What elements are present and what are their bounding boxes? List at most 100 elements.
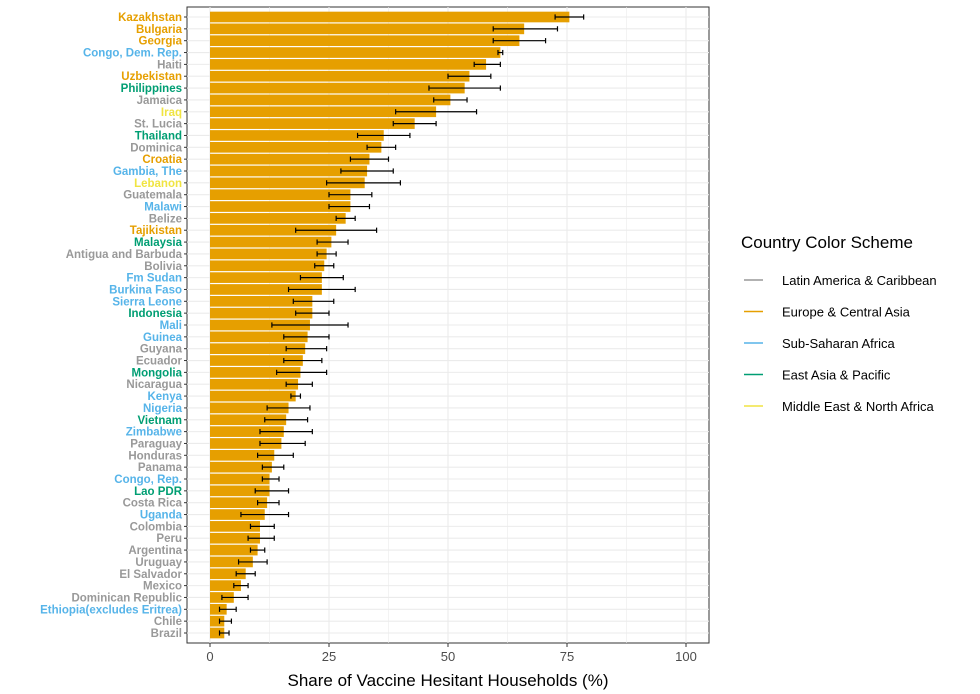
bar bbox=[210, 497, 268, 509]
country-label: Malaysia bbox=[134, 237, 183, 249]
bar bbox=[210, 177, 365, 189]
bar bbox=[210, 355, 303, 366]
country-label: Philippines bbox=[121, 83, 182, 95]
country-label: Thailand bbox=[135, 130, 182, 142]
bar bbox=[210, 461, 272, 473]
country-label: Guinea bbox=[143, 332, 183, 344]
bar bbox=[210, 568, 246, 580]
bar bbox=[210, 189, 351, 201]
bar bbox=[210, 319, 310, 331]
bar bbox=[210, 35, 520, 47]
country-label: Panama bbox=[138, 462, 183, 474]
country-label: Costa Rica bbox=[123, 498, 183, 510]
country-label: Fm Sudan bbox=[126, 273, 182, 285]
bar bbox=[210, 485, 270, 497]
country-label: Dominican Republic bbox=[71, 592, 182, 604]
country-label: Mongolia bbox=[132, 367, 183, 379]
bar bbox=[210, 331, 308, 343]
bar bbox=[210, 295, 313, 307]
bar bbox=[210, 580, 241, 591]
bar bbox=[210, 23, 525, 35]
bar bbox=[210, 213, 346, 224]
country-label: Bulgaria bbox=[136, 24, 183, 36]
country-label: Mexico bbox=[143, 581, 182, 593]
country-label: Honduras bbox=[128, 450, 182, 462]
bar bbox=[210, 236, 332, 248]
bar bbox=[210, 70, 470, 82]
x-tick-label: 0 bbox=[206, 649, 213, 664]
bar bbox=[210, 378, 299, 390]
country-label: Indonesia bbox=[128, 308, 182, 320]
country-label: Zimbabwe bbox=[126, 427, 182, 439]
country-label: Vietnam bbox=[137, 415, 182, 427]
bar bbox=[210, 402, 289, 414]
country-label: Sierra Leone bbox=[112, 296, 182, 308]
country-label: Argentina bbox=[128, 545, 182, 557]
bar bbox=[210, 438, 282, 449]
bar bbox=[210, 201, 351, 212]
x-tick-label: 50 bbox=[441, 649, 455, 664]
country-label: Lao PDR bbox=[134, 486, 183, 498]
country-label: Malawi bbox=[144, 202, 182, 214]
country-label: Haiti bbox=[157, 59, 182, 71]
legend-label: East Asia & Pacific bbox=[782, 368, 891, 383]
x-axis-title: Share of Vaccine Hesitant Households (%) bbox=[288, 671, 609, 690]
bar bbox=[210, 130, 384, 141]
country-label: Uruguay bbox=[135, 557, 182, 569]
country-label: Congo, Dem. Rep. bbox=[83, 48, 182, 60]
country-label: Burkina Faso bbox=[109, 284, 182, 296]
legend-label: Middle East & North Africa bbox=[782, 399, 934, 414]
country-label: Nicaragua bbox=[126, 379, 182, 391]
bar bbox=[210, 165, 368, 177]
country-label: Uzbekistan bbox=[121, 71, 182, 83]
bar bbox=[210, 141, 382, 153]
country-label: El Salvador bbox=[119, 569, 182, 581]
bar bbox=[210, 473, 270, 485]
legend: Country Color Scheme Latin America & Car… bbox=[741, 233, 937, 414]
legend-title: Country Color Scheme bbox=[741, 233, 913, 252]
bar bbox=[210, 367, 301, 378]
country-label: Georgia bbox=[139, 36, 183, 48]
country-label: Guyana bbox=[140, 344, 183, 356]
error-bars-group bbox=[218, 14, 585, 636]
bar bbox=[210, 118, 415, 129]
legend-label: Europe & Central Asia bbox=[782, 305, 911, 320]
x-tick-label: 25 bbox=[322, 649, 336, 664]
country-label: Colombia bbox=[130, 521, 183, 533]
country-label: Mali bbox=[160, 320, 182, 332]
bar bbox=[210, 272, 322, 283]
bars-group bbox=[210, 11, 570, 639]
bar bbox=[210, 343, 306, 355]
bar bbox=[210, 509, 265, 520]
bar bbox=[210, 603, 227, 615]
bar bbox=[210, 82, 465, 94]
country-label: Jamaica bbox=[137, 95, 183, 107]
bar bbox=[210, 627, 225, 639]
bar bbox=[210, 47, 501, 58]
bar bbox=[210, 224, 337, 236]
country-label: Uganda bbox=[140, 510, 183, 522]
country-label: Ethiopia(excludes Eritrea) bbox=[40, 604, 182, 616]
x-tick-label: 75 bbox=[560, 649, 574, 664]
country-label: Gambia, The bbox=[113, 166, 182, 178]
bar bbox=[210, 284, 322, 295]
bar bbox=[210, 426, 284, 437]
country-label: Dominica bbox=[130, 142, 182, 154]
bar bbox=[210, 11, 570, 23]
bar bbox=[210, 521, 260, 532]
country-label: Antigua and Barbuda bbox=[66, 249, 183, 261]
legend-label: Sub-Saharan Africa bbox=[782, 336, 896, 351]
bar bbox=[210, 106, 437, 118]
bar bbox=[210, 556, 253, 568]
country-label: St. Lucia bbox=[134, 119, 183, 131]
bar bbox=[210, 414, 287, 426]
x-tick-label: 100 bbox=[675, 649, 697, 664]
bar bbox=[210, 153, 370, 165]
country-label: Kazakhstan bbox=[118, 12, 182, 24]
x-axis-ticks-group: 0 25 50 75 100 bbox=[206, 643, 697, 664]
country-label: Bolivia bbox=[144, 261, 182, 273]
bar bbox=[210, 59, 487, 70]
bar bbox=[210, 248, 327, 260]
